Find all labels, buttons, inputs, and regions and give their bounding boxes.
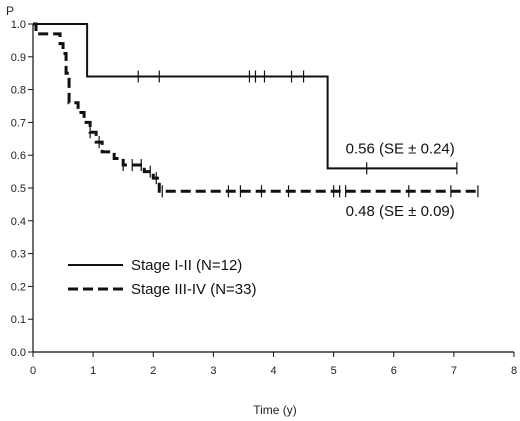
legend-label-stage-iii-iv: Stage III-IV (N=33) (131, 281, 256, 298)
annotation-stage-iii-iv: 0.48 (SE ± 0.09) (346, 203, 455, 220)
x-tick-label: 7 (451, 365, 457, 377)
series-line-stage-iii-iv (33, 22, 478, 193)
y-tick-label: 0.2 (11, 281, 26, 293)
x-ticks: 0 1 2 3 4 5 6 7 8 (30, 352, 517, 377)
y-tick-label: 1.0 (11, 19, 26, 31)
series-line-stage-i-ii (33, 23, 457, 170)
legend-label-stage-i-ii: Stage I-II (N=12) (131, 257, 242, 274)
legend: Stage I-II (N=12) Stage III-IV (N=33) (68, 257, 256, 298)
y-tick-label: 0.1 (11, 314, 26, 326)
axes (32, 24, 514, 353)
censor-marks (89, 70, 479, 198)
x-tick-label: 8 (511, 365, 517, 377)
y-tick-label: 0.0 (11, 347, 26, 359)
annotation-stage-i-ii: 0.56 (SE ± 0.24) (346, 141, 455, 158)
y-tick-label: 0.6 (11, 150, 26, 162)
x-axis-title: Time (y) (253, 403, 297, 417)
x-tick-label: 3 (210, 365, 216, 377)
y-axis-title: P (6, 4, 14, 18)
y-ticks: 0.0 0.1 0.2 0.3 0.4 0.5 0.6 0.7 0.8 0.9 1.0 (11, 19, 33, 359)
x-tick-label: 0 (30, 365, 36, 377)
x-tick-label: 1 (90, 365, 96, 377)
y-tick-label: 0.9 (11, 52, 26, 64)
series-lines (33, 22, 478, 193)
x-tick-label: 5 (331, 365, 337, 377)
y-tick-label: 0.7 (11, 117, 26, 129)
x-tick-label: 2 (150, 365, 156, 377)
annotations: 0.56 (SE ± 0.24) 0.48 (SE ± 0.09) (346, 141, 455, 220)
y-tick-label: 0.8 (11, 85, 26, 97)
y-tick-label: 0.4 (11, 216, 26, 228)
y-tick-label: 0.5 (11, 183, 26, 195)
y-tick-label: 0.3 (11, 249, 26, 261)
x-tick-label: 6 (391, 365, 397, 377)
x-tick-label: 4 (270, 365, 276, 377)
